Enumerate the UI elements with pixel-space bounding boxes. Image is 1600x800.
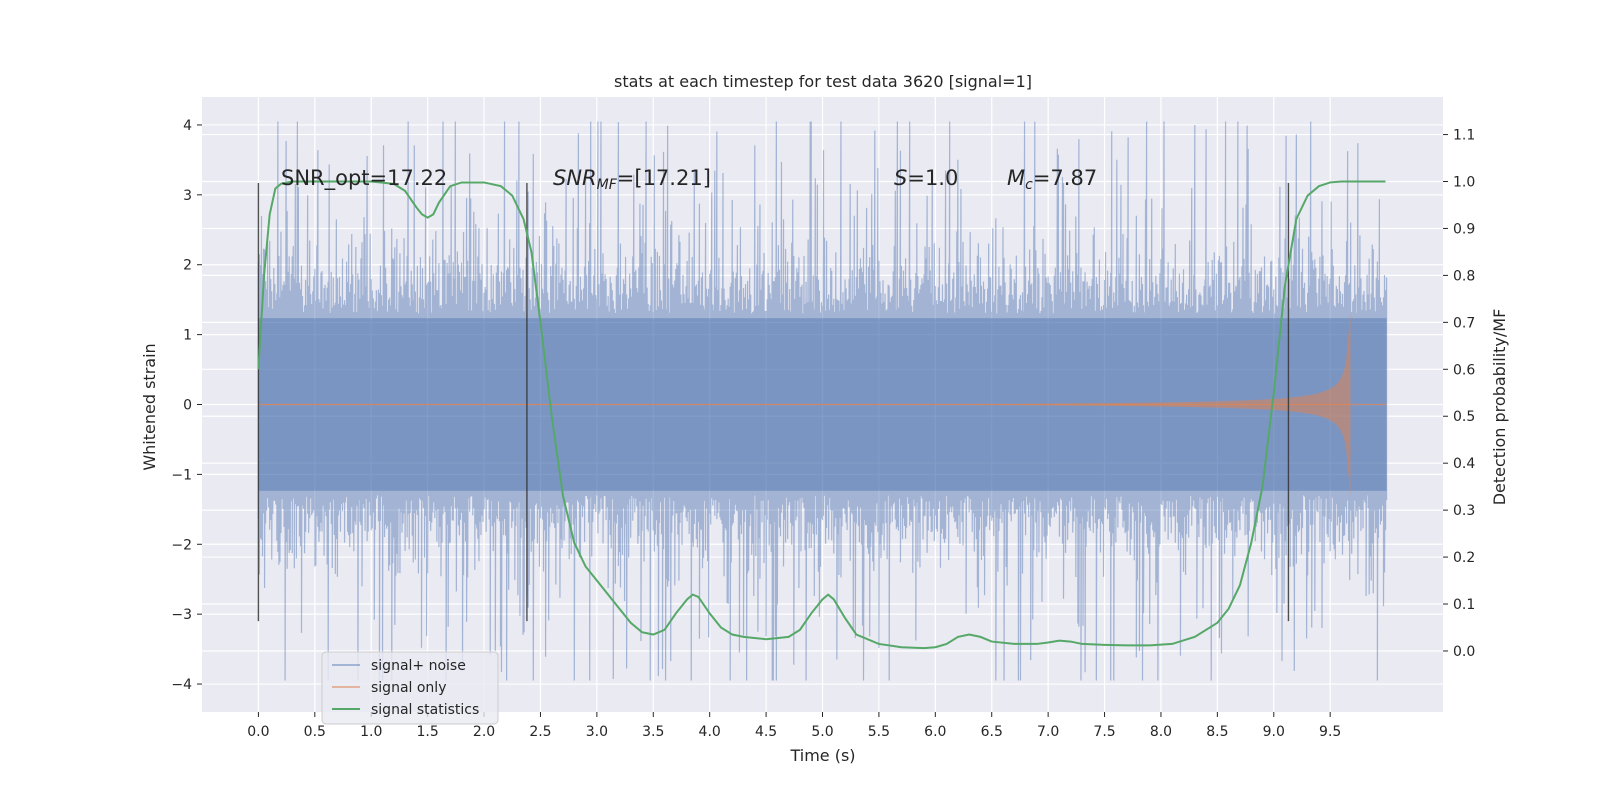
y2-tick-label: 1.0: [1453, 175, 1475, 191]
y-tick-label: −3: [171, 607, 192, 623]
y-tick-label: −4: [171, 677, 192, 693]
y-axis-label: Whitened strain: [140, 343, 159, 470]
x-tick-label: 1.5: [417, 724, 439, 740]
x-tick-label: 3.5: [642, 724, 664, 740]
y2-tick-label: 0.1: [1453, 597, 1475, 613]
y2-tick-label: 1.1: [1453, 128, 1475, 144]
y2-tick-label: 0.4: [1453, 456, 1475, 472]
y-tick-label: 0: [183, 398, 192, 414]
annotation-snr-mf-main: SNR: [553, 166, 597, 190]
y-axis-left: 4 3 2 1 0 −1 −2 −3 −4: [171, 118, 202, 693]
legend: signal+ noise signal only signal statist…: [321, 651, 499, 725]
x-tick-label: 5.0: [811, 724, 833, 740]
x-tick-label: 6.0: [924, 724, 946, 740]
annotation-snr-mf-sub: MF: [597, 177, 618, 193]
x-tick-label: 0.0: [247, 724, 269, 740]
x-tick-label: 9.5: [1319, 724, 1341, 740]
y2-tick-label: 0.8: [1453, 268, 1475, 284]
annotation-mc-sub: c: [1025, 177, 1033, 193]
annotation-s-value: =1.0: [907, 166, 958, 190]
legend-label-signal-only: signal only: [371, 680, 446, 696]
x-tick-label: 2.5: [529, 724, 551, 740]
legend-box: [321, 651, 499, 725]
noise-trace: [257, 121, 1388, 681]
y2-tick-label: 0.2: [1453, 550, 1475, 566]
x-tick-label: 1.0: [360, 724, 382, 740]
y-tick-label: 4: [183, 118, 192, 134]
x-tick-label: 7.0: [1037, 724, 1059, 740]
x-tick-label: 4.5: [755, 724, 777, 740]
x-axis: 0.0 0.5 1.0 1.5 2.0 2.5 3.0 3.5 4.0 4.5 5.0 5.5 6.0 6…: [247, 712, 1341, 740]
annotation-mc: Mc=7.87: [1007, 166, 1097, 193]
x-tick-label: 4.0: [699, 724, 721, 740]
annotation-snr-mf-value: =[17.21]: [617, 166, 711, 190]
x-axis-label: Time (s): [789, 746, 855, 765]
legend-label-signal-noise: signal+ noise: [371, 658, 466, 674]
series-signal-only: [258, 312, 1387, 497]
annotation-mc-value: =7.87: [1033, 166, 1097, 190]
x-tick-label: 5.5: [868, 724, 890, 740]
vertical-markers: [257, 182, 1290, 622]
annotation-s-main: S: [894, 166, 907, 190]
y-tick-label: 1: [183, 328, 192, 344]
x-tick-label: 0.5: [304, 724, 326, 740]
y2-tick-label: 0.5: [1453, 409, 1475, 425]
y2-tick-label: 0.0: [1453, 644, 1475, 660]
annotation-snr-mf: SNRMF=[17.21]: [553, 166, 711, 193]
x-tick-label: 3.0: [586, 724, 608, 740]
annotation-snr-opt: SNR_opt=17.22: [281, 166, 447, 191]
y2-axis-label: Detection probability/MF: [1490, 309, 1509, 506]
y2-tick-label: 0.6: [1453, 362, 1475, 378]
y-tick-label: −2: [171, 537, 192, 553]
x-tick-label: 8.5: [1206, 724, 1228, 740]
legend-label-signal-statistics: signal statistics: [371, 702, 479, 718]
x-tick-label: 6.5: [981, 724, 1003, 740]
y2-tick-label: 0.3: [1453, 503, 1475, 519]
x-tick-label: 9.0: [1263, 724, 1285, 740]
annotation-s: S=1.0: [894, 166, 958, 190]
y-axis-right: 1.1 1.0 0.9 0.8 0.7 0.6 0.5 0.4 0.3 0.2 0.1 0.0: [1443, 128, 1475, 660]
x-tick-label: 7.5: [1093, 724, 1115, 740]
y-tick-label: −1: [171, 467, 192, 483]
y2-tick-label: 0.9: [1453, 221, 1475, 237]
y-tick-label: 2: [183, 258, 192, 274]
x-tick-label: 2.0: [473, 724, 495, 740]
annotation-mc-main: M: [1007, 166, 1025, 190]
y-tick-label: 3: [183, 188, 192, 204]
series-signal-statistics: [257, 180, 1386, 650]
x-tick-label: 8.0: [1150, 724, 1172, 740]
chart-title: stats at each timestep for test data 362…: [614, 72, 1032, 91]
y2-tick-label: 0.7: [1453, 315, 1475, 331]
